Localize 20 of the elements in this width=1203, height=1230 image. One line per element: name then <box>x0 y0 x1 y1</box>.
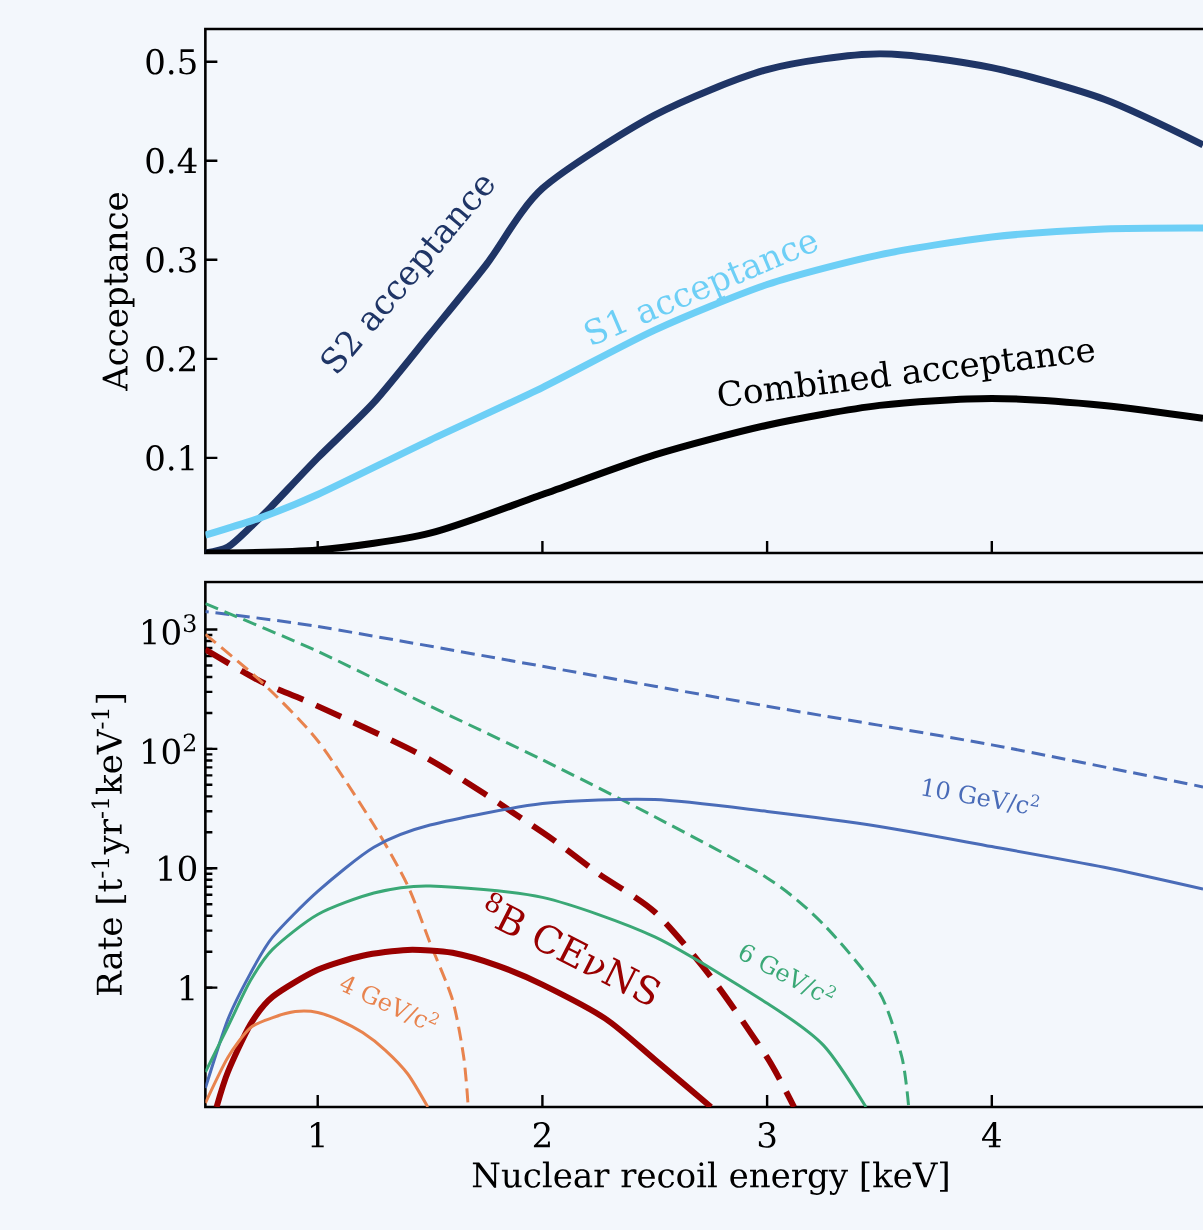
x-tick-label: 3 <box>758 1122 776 1148</box>
text: 10 GeV/c$^{2}$ <box>922 778 1040 814</box>
x-tick-label: 2 <box>533 1122 550 1148</box>
line-series <box>205 884 868 1107</box>
y-tick-label: 10$^{3}$ <box>142 614 196 645</box>
y-tick-label: 0.4 <box>146 147 197 174</box>
y-tick-label: 0.1 <box>146 445 194 471</box>
y-tick-label: 0.5 <box>146 48 196 75</box>
x-axis-title: Nuclear recoil energy [keV] <box>472 1161 948 1195</box>
text: Combined acceptance <box>718 343 1094 407</box>
y-axis-title: Rate [t$^{-1}$yr$^{-1}$keV$^{-1}$] <box>91 695 129 995</box>
line-series <box>205 602 911 1107</box>
y-tick-label: 10 <box>159 855 196 882</box>
y-tick-label: 1 <box>180 974 194 1001</box>
y-tick-label: 10$^{2}$ <box>142 733 195 765</box>
y-tick-label: 0.2 <box>146 345 195 372</box>
x-tick-label: 4 <box>981 1122 1001 1148</box>
y-axis-title: Acceptance <box>102 192 135 391</box>
y-tick-label: 0.3 <box>146 246 196 273</box>
x-tick-label: 1 <box>310 1122 324 1148</box>
